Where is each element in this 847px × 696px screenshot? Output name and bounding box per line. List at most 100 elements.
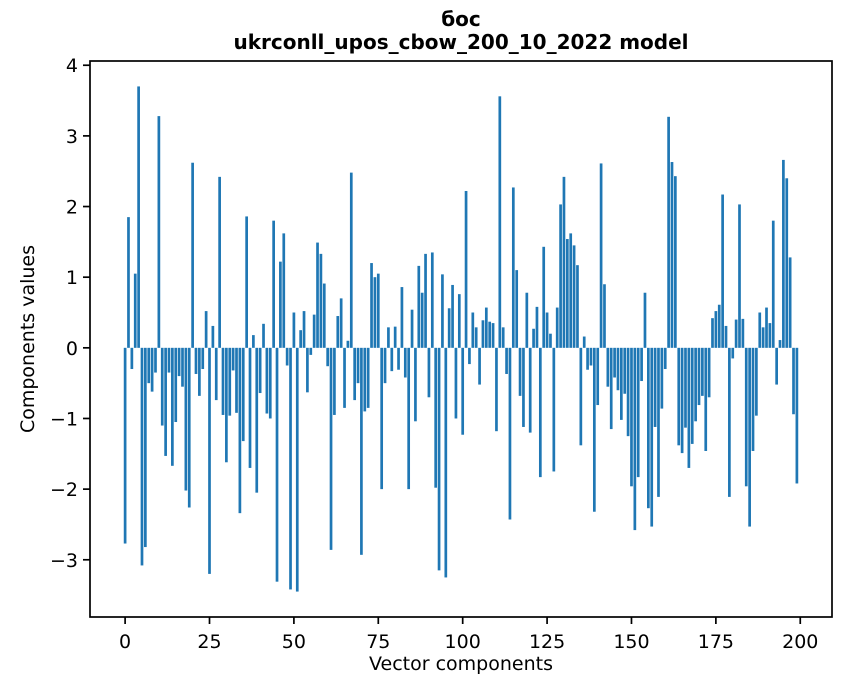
bar (633, 347, 637, 531)
bar (282, 233, 286, 348)
bar (572, 245, 576, 348)
axes-frame (89, 60, 833, 618)
bar (268, 347, 272, 419)
bar (349, 172, 353, 348)
bar (795, 347, 799, 484)
bar (181, 347, 184, 387)
bar (198, 347, 201, 396)
bar (366, 347, 370, 408)
bar (647, 347, 650, 509)
x-tick-label: 75 (366, 631, 390, 653)
bar (484, 307, 488, 348)
bar (690, 347, 694, 444)
bar (495, 347, 498, 432)
bar (457, 294, 461, 348)
x-tick-label: 25 (197, 631, 221, 653)
bar (532, 328, 535, 348)
bar (204, 311, 208, 348)
bar (758, 312, 762, 348)
bar (370, 263, 373, 348)
bar (643, 292, 647, 348)
bar (684, 347, 687, 428)
bar (576, 265, 579, 348)
bar (636, 347, 640, 478)
bar (258, 347, 262, 394)
bar (211, 325, 215, 348)
chart-title: бос ukrconll_upos_cbow_200_10_2022 model (90, 8, 832, 54)
bar (542, 246, 546, 348)
bar (663, 347, 667, 370)
bar (755, 347, 758, 416)
bar (123, 347, 127, 544)
bar (160, 347, 164, 426)
bar (630, 347, 633, 487)
bar (478, 347, 481, 385)
bar (214, 347, 218, 401)
bar (461, 347, 465, 435)
bar (316, 242, 319, 348)
bar (231, 347, 235, 371)
bar (306, 347, 309, 393)
bar (481, 320, 485, 348)
y-tick-label: 3 (66, 126, 78, 148)
bar (468, 347, 471, 365)
bar (133, 273, 137, 348)
bar (471, 312, 475, 348)
bar (221, 347, 225, 415)
bar (626, 347, 630, 437)
bar (417, 265, 421, 348)
bar (184, 347, 188, 491)
bar (528, 347, 532, 433)
bar (279, 261, 282, 348)
bar (707, 347, 711, 398)
bar (751, 347, 755, 451)
x-tick-label: 200 (782, 631, 818, 653)
bar (549, 333, 552, 348)
bar (154, 347, 157, 373)
bar (606, 347, 610, 387)
bar (194, 347, 198, 374)
bar (792, 347, 795, 415)
bar (505, 347, 508, 374)
bar (565, 239, 569, 348)
bar (150, 347, 154, 392)
bar (383, 347, 387, 384)
bar (208, 347, 211, 574)
bar (393, 326, 397, 348)
bar (501, 327, 505, 348)
bar (275, 347, 279, 582)
bar (397, 347, 400, 370)
bar (464, 190, 468, 348)
bar (437, 347, 441, 571)
bar (363, 347, 367, 412)
bar (420, 292, 424, 348)
bar (272, 220, 275, 348)
bar (322, 283, 326, 348)
bar (343, 347, 346, 408)
bar (552, 347, 556, 472)
bar (694, 347, 697, 422)
bar (380, 347, 384, 490)
x-tick-label: 175 (698, 631, 734, 653)
bar (728, 347, 731, 497)
bar (511, 187, 515, 348)
bar (144, 347, 147, 548)
bar (225, 347, 228, 463)
bar (562, 176, 566, 348)
bar (174, 347, 178, 423)
bar (714, 311, 718, 348)
bar (535, 306, 539, 348)
y-tick-label: 1 (66, 267, 78, 289)
bar (319, 253, 323, 348)
bar (424, 253, 427, 348)
bar (147, 347, 151, 384)
bar (677, 347, 681, 446)
y-tick-label: −1 (50, 408, 78, 430)
bar (326, 347, 330, 367)
bar (376, 273, 380, 348)
y-tick-label: 0 (66, 338, 78, 360)
x-tick-label: 0 (119, 631, 131, 653)
bar (167, 347, 171, 373)
